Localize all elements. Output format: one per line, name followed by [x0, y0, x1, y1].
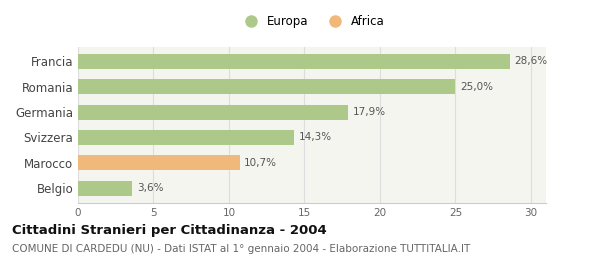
- Bar: [78, 155, 239, 170]
- Text: 3,6%: 3,6%: [137, 183, 163, 193]
- Legend: Europa, Africa: Europa, Africa: [239, 15, 385, 28]
- Text: Cittadini Stranieri per Cittadinanza - 2004: Cittadini Stranieri per Cittadinanza - 2…: [12, 224, 327, 237]
- Bar: [78, 180, 133, 196]
- Text: 14,3%: 14,3%: [298, 132, 332, 142]
- Bar: [78, 130, 294, 145]
- Text: 28,6%: 28,6%: [514, 56, 547, 67]
- Bar: [78, 79, 455, 94]
- Text: 10,7%: 10,7%: [244, 158, 277, 168]
- Text: 17,9%: 17,9%: [353, 107, 386, 117]
- Bar: [78, 54, 510, 69]
- Bar: [78, 105, 348, 120]
- Text: 25,0%: 25,0%: [460, 82, 493, 92]
- Text: COMUNE DI CARDEDU (NU) - Dati ISTAT al 1° gennaio 2004 - Elaborazione TUTTITALIA: COMUNE DI CARDEDU (NU) - Dati ISTAT al 1…: [12, 244, 470, 254]
